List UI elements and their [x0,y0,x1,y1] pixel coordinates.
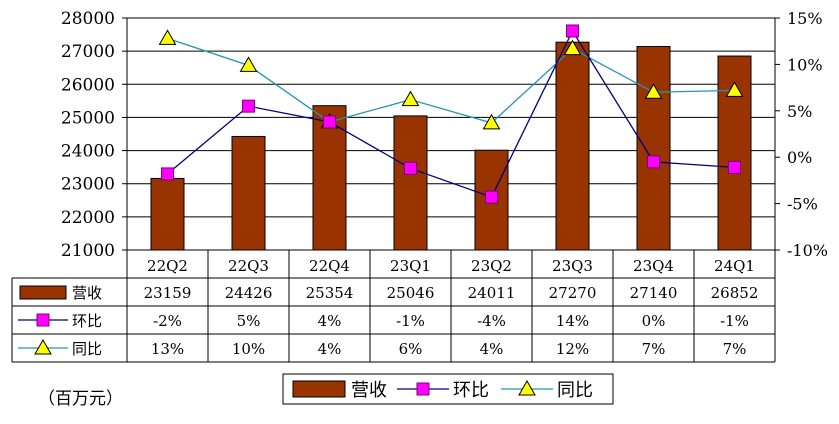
legend-label-tb: 同比 [557,380,593,401]
bar-23Q4 [636,46,671,251]
marker-同比-22Q2 [158,29,177,45]
legend-label-hb: 环比 [453,380,489,401]
data-label-环比: -2% [153,312,182,330]
data-label-营收: 25354 [306,284,354,302]
data-label-同比: 4% [480,340,504,358]
bar-22Q2 [150,177,185,251]
left-axis: 21000 22000 23000 24000 25000 26000 27000 28000 [61,9,127,261]
data-label-环比: -1% [720,312,749,330]
legend-key-revenue [292,380,346,398]
data-label-同比: 4% [318,340,342,358]
data-label-营收: 25046 [387,284,435,302]
row-key-营收 [19,285,67,300]
data-label-营收: 23159 [144,284,192,302]
data-label-环比: 14% [556,312,589,330]
left-tick-label: 22000 [61,208,115,228]
right-axis: -10% -5% 0% 5% 10% 15% [775,9,828,260]
left-tick-label: 27000 [61,42,115,62]
marker-同比-23Q3 [563,39,582,56]
bar-22Q4 [312,105,347,251]
left-tick-label: 23000 [61,175,115,195]
data-label-营收: 27270 [549,284,597,302]
marker-同比-23Q4 [644,83,663,99]
category-label: 23Q2 [471,257,512,275]
category-label: 23Q1 [390,257,431,275]
marker-同比-24Q1 [725,81,744,97]
data-label-营收: 24011 [468,284,516,302]
row-name-营收: 营收 [72,284,102,302]
right-tick-label: 15% [787,9,823,28]
marker-环比-23Q3 [566,24,579,38]
revenue-bars [150,41,752,251]
row-name-同比: 同比 [72,340,102,358]
right-tick-label: 10% [787,55,823,74]
category-label: 24Q1 [714,257,755,275]
unit-label: （百万元） [38,389,123,409]
marker-环比-22Q2 [161,167,174,181]
category-label: 22Q2 [147,257,188,275]
data-label-环比: 0% [642,312,666,330]
left-tick-label: 28000 [61,9,115,29]
data-label-环比: -1% [396,312,425,330]
marker-同比-23Q2 [482,113,501,130]
right-tick-label: -5% [787,195,818,214]
left-tick-label: 24000 [61,142,115,162]
legend: 营收 环比 同比 [282,373,614,405]
data-label-同比: 6% [399,340,423,358]
right-tick-label: -10% [787,241,828,260]
left-tick-label: 26000 [61,75,115,95]
ratio-lines [158,24,744,204]
category-label: 22Q3 [228,257,269,275]
left-tick-label: 25000 [61,108,115,128]
data-label-同比: 13% [151,340,184,358]
category-label: 23Q3 [552,257,593,275]
bar-22Q3 [231,135,266,251]
category-label: 22Q4 [309,257,350,275]
category-label: 23Q4 [633,257,674,275]
marker-同比-22Q3 [239,56,258,72]
left-tick-label: 21000 [61,241,115,261]
marker-环比-23Q4 [647,155,660,169]
gridlines [127,17,775,251]
data-label-同比: 12% [556,340,589,358]
bar-23Q3 [555,41,590,251]
marker-环比-24Q1 [728,160,741,174]
line-环比 [167,29,735,198]
plot-frame [126,18,776,250]
marker-环比-23Q1 [404,161,417,175]
bar-23Q1 [393,115,428,251]
legend-key-marker-tb [518,379,536,396]
row-key-marker-环比 [36,313,50,327]
data-label-同比: 10% [232,340,265,358]
data-label-环比: 5% [237,312,261,330]
line-同比 [167,37,735,124]
marker-同比-23Q1 [401,90,420,107]
row-key-marker-同比 [34,338,52,355]
legend-key-marker-hb [416,382,430,396]
data-label-环比: -4% [477,312,506,330]
marker-环比-22Q4 [323,115,336,129]
data-label-环比: 4% [318,312,342,330]
row-name-环比: 环比 [72,312,102,330]
right-tick-label: 0% [787,148,812,167]
data-table: 22Q2 22Q3 22Q4 23Q1 23Q2 23Q3 23Q4 24Q1 营收 23159 2… [11,249,776,363]
data-label-营收: 27140 [630,284,678,302]
data-label-营收: 24426 [225,284,273,302]
marker-环比-22Q3 [242,99,255,113]
legend-label-revenue: 营收 [351,380,387,401]
right-tick-label: 5% [787,102,812,121]
data-label-同比: 7% [723,340,747,358]
marker-环比-23Q2 [485,190,498,204]
data-label-营收: 26852 [711,284,759,302]
data-label-同比: 7% [642,340,666,358]
